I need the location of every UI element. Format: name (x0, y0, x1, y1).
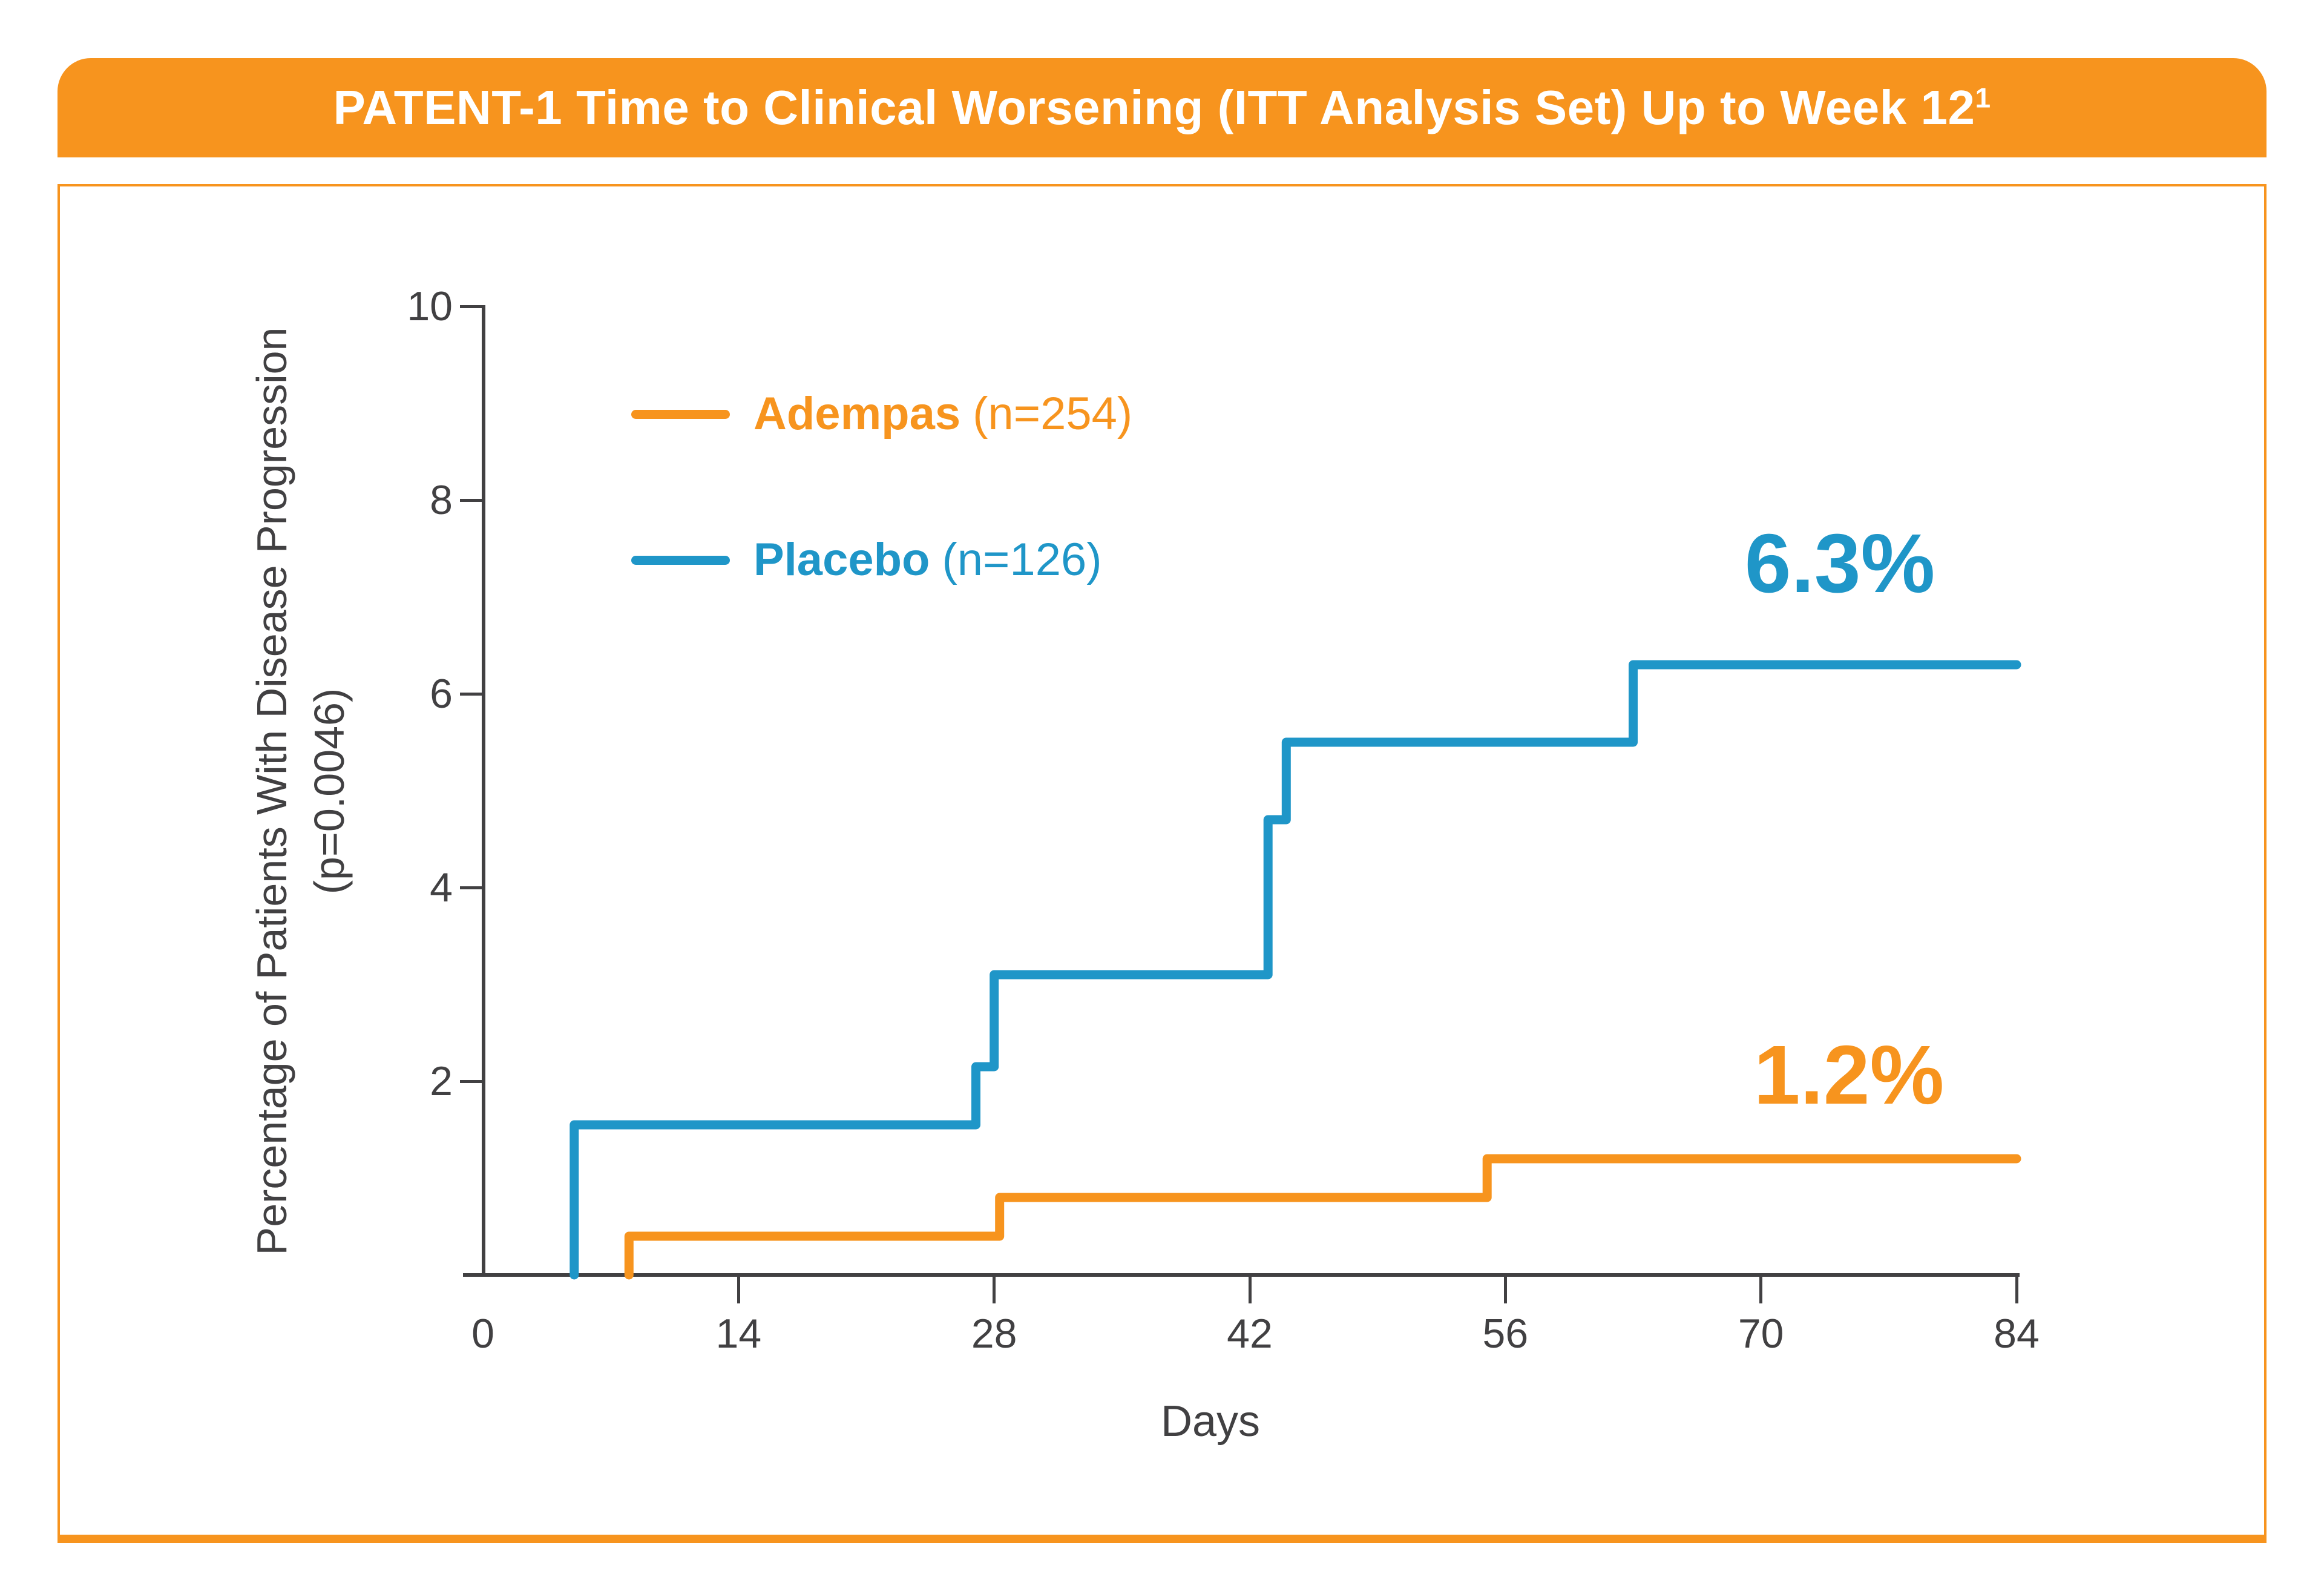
x-tick-label: 0 (471, 1311, 494, 1357)
x-axis-line (463, 1273, 2020, 1277)
legend-count-adempas: (n=254) (973, 388, 1133, 440)
page-title: PATENT-1 Time to Clinical Worsening (ITT… (333, 80, 1991, 136)
y-tick-label: 2 (430, 1058, 453, 1104)
legend-swatch-placebo (631, 556, 730, 565)
y-tick-label: 4 (430, 865, 453, 911)
y-tick-mark (460, 692, 484, 696)
y-tick-mark (460, 305, 484, 308)
y-axis-title-line1: Percentage of Patients With Disease Prog… (248, 327, 295, 1256)
x-axis-label: Days (1160, 1397, 1261, 1446)
x-tick-mark (2015, 1277, 2018, 1303)
x-tick-mark (1248, 1277, 1252, 1303)
annotation-placebo-final: 6.3% (1744, 517, 1935, 610)
y-axis-title: Percentage of Patients With Disease Prog… (243, 246, 358, 1336)
x-tick-mark (1503, 1277, 1507, 1303)
series-line-adempas (624, 1154, 2021, 1280)
x-tick-label: 56 (1482, 1311, 1529, 1357)
title-bar: PATENT-1 Time to Clinical Worsening (ITT… (57, 58, 2267, 157)
x-tick-mark (993, 1277, 996, 1303)
x-tick-label: 84 (1994, 1311, 2040, 1357)
page-title-superscript: 1 (1975, 82, 1991, 114)
legend-item-placebo: Placebo (n=126) (753, 533, 1102, 587)
page-title-text: PATENT-1 Time to Clinical Worsening (ITT… (333, 81, 1975, 134)
y-tick-mark (460, 1079, 484, 1083)
y-tick-label: 6 (430, 671, 453, 717)
series-line-placebo (570, 660, 2021, 1280)
legend-item-adempas: Adempas (n=254) (753, 387, 1132, 441)
y-tick-label: 10 (407, 283, 453, 329)
x-tick-label: 70 (1738, 1311, 1784, 1357)
legend-label-adempas: Adempas (753, 388, 961, 440)
legend-swatch-adempas (631, 410, 730, 419)
annotation-adempas-final: 1.2% (1753, 1029, 1945, 1122)
x-tick-mark (1759, 1277, 1763, 1303)
y-tick-label: 8 (430, 477, 453, 523)
y-tick-mark (460, 498, 484, 502)
x-tick-label: 14 (715, 1311, 762, 1357)
curves-svg (570, 660, 2021, 1280)
x-tick-label: 28 (971, 1311, 1017, 1357)
legend-label-placebo: Placebo (753, 534, 930, 585)
x-tick-mark (737, 1277, 740, 1303)
chart-panel (57, 184, 2267, 1543)
legend-count-placebo: (n=126) (942, 534, 1102, 585)
y-axis-title-line2: (p=0.0046) (306, 688, 353, 895)
y-axis-line (482, 305, 485, 1276)
y-tick-mark (460, 886, 484, 889)
x-tick-label: 42 (1227, 1311, 1273, 1357)
